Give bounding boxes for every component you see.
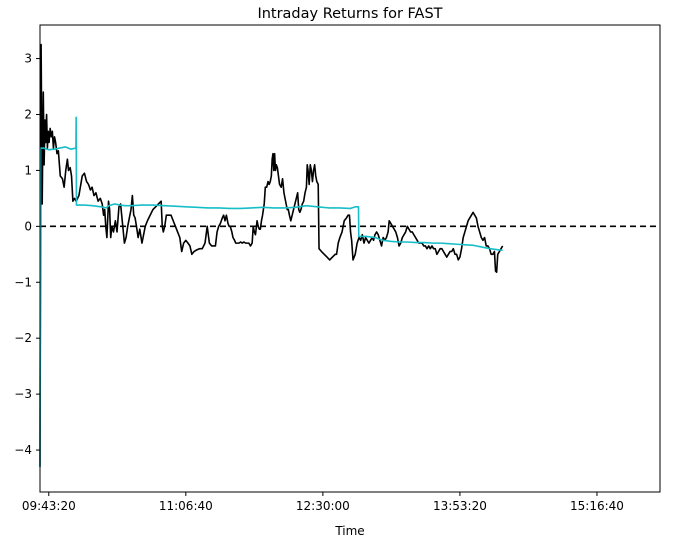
- y-tick-label: 1: [24, 163, 32, 177]
- series-line-1: [39, 43, 504, 467]
- y-tick-label: 0: [24, 219, 32, 233]
- y-tick-label: −4: [14, 443, 32, 457]
- y-axis: −4 −3 −2 −1 0 1 2 3: [14, 52, 40, 457]
- y-tick-label: −2: [14, 331, 32, 345]
- y-tick-label: −3: [14, 387, 32, 401]
- x-axis-label: Time: [334, 524, 364, 538]
- plot-frame: [39, 24, 661, 493]
- x-tick-label: 09:43:20: [22, 499, 76, 513]
- y-tick-label: −1: [14, 275, 32, 289]
- x-axis: 09:43:20 11:06:40 12:30:00 13:53:20 15:16:40: [22, 492, 624, 513]
- x-tick-label: 11:06:40: [159, 499, 213, 513]
- y-tick-label: 3: [24, 52, 32, 66]
- x-tick-label: 12:30:00: [296, 499, 350, 513]
- y-tick-label: 2: [24, 107, 32, 121]
- plot-area: [39, 43, 660, 467]
- x-tick-label: 15:16:40: [570, 499, 624, 513]
- chart-title: Intraday Returns for FAST: [257, 6, 442, 22]
- series-line-2: [39, 116, 503, 467]
- x-tick-label: 13:53:20: [433, 499, 487, 513]
